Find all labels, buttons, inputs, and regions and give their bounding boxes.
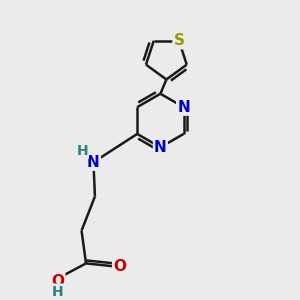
Text: N: N xyxy=(177,100,190,115)
Text: N: N xyxy=(154,140,167,155)
Text: H: H xyxy=(52,285,64,299)
Text: N: N xyxy=(87,155,100,170)
Text: H: H xyxy=(76,144,88,158)
Text: O: O xyxy=(113,259,126,274)
Text: O: O xyxy=(51,274,64,289)
Text: S: S xyxy=(173,33,184,48)
